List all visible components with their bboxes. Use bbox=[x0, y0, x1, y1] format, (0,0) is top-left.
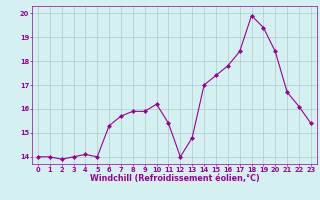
X-axis label: Windchill (Refroidissement éolien,°C): Windchill (Refroidissement éolien,°C) bbox=[90, 174, 259, 183]
